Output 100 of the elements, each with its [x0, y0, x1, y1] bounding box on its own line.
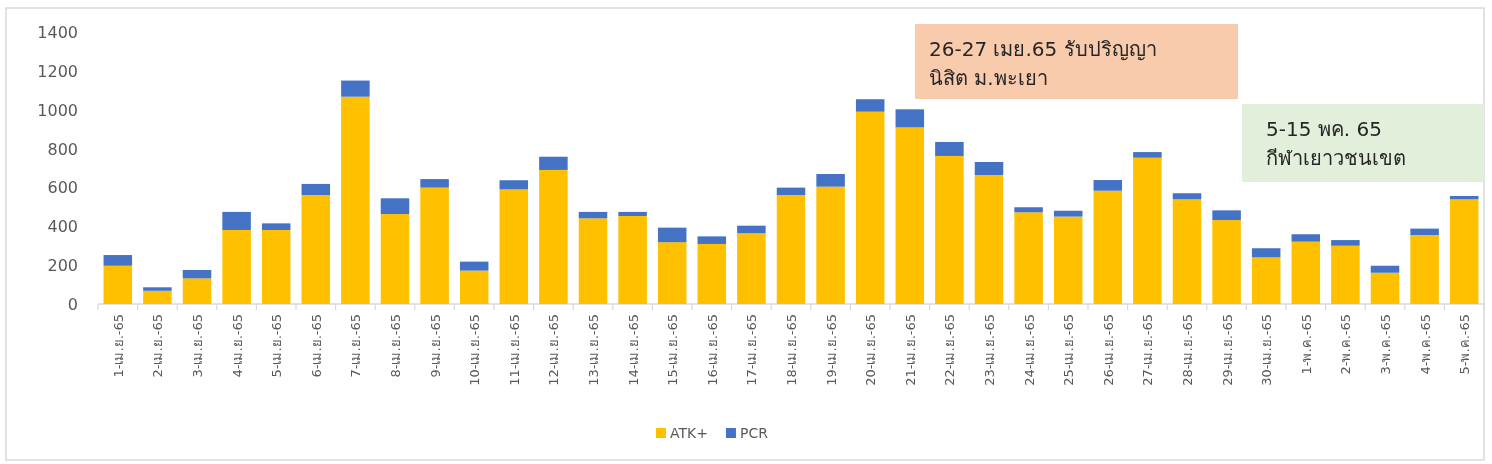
x-tick-label: 12-เม.ย.-65 — [546, 314, 562, 386]
bar — [1053, 216, 1083, 304]
bar — [974, 161, 1004, 175]
bar — [539, 169, 568, 304]
bar — [578, 218, 608, 304]
bar — [816, 174, 845, 187]
x-tick-label: 15-เม.ย.-65 — [665, 314, 681, 386]
bar — [222, 229, 251, 304]
y-tick-label: 1200 — [37, 61, 78, 81]
bar — [1212, 210, 1241, 221]
bar — [222, 211, 251, 230]
x-tick-label: 7-เม.ย.-65 — [348, 314, 364, 378]
bar — [182, 278, 212, 304]
x-tick-label: 1-เม.ย.-65 — [110, 314, 126, 378]
bar — [420, 187, 449, 304]
bar — [1291, 234, 1321, 242]
bar — [1172, 199, 1202, 304]
bar — [935, 141, 964, 156]
annotation: 26-27 เมย.65 รับปริญญา นิสิต ม.พะเยา — [929, 37, 1157, 90]
bar — [1133, 152, 1162, 158]
bar — [618, 215, 647, 304]
x-tick-label: 18-เม.ย.-65 — [784, 314, 799, 386]
x-tick-label: 4-เม.ย.-65 — [229, 314, 245, 378]
bar — [1251, 248, 1281, 258]
bar — [143, 287, 172, 291]
bar — [182, 270, 212, 279]
x-tick-label: 28-เม.ย.-65 — [1180, 314, 1195, 386]
bar — [499, 189, 529, 304]
bar — [1172, 193, 1202, 200]
x-tick-label: 2-เม.ย.-65 — [150, 314, 166, 378]
x-tick-label: 23-เม.ย.-65 — [982, 314, 997, 386]
bar — [103, 255, 133, 266]
bar — [1449, 199, 1479, 304]
bar — [1251, 257, 1281, 304]
bar — [1370, 272, 1400, 304]
bar — [1370, 265, 1400, 273]
bar — [1410, 228, 1439, 236]
bar — [697, 236, 727, 244]
bar — [380, 198, 410, 215]
annotation: 26-27 เมย.65 รับปริญญา นิสิต ม.พะเยา — [915, 24, 1238, 99]
bar — [1053, 210, 1083, 217]
y-tick-label: 1000 — [37, 100, 78, 120]
y-tick-label: 400 — [47, 217, 78, 237]
x-tick-label: 5-พ.ค.-65 — [1457, 314, 1473, 375]
bar — [974, 174, 1004, 304]
bar — [143, 290, 172, 304]
bar — [420, 179, 449, 188]
x-tick-label: 27-เม.ย.-65 — [1140, 314, 1156, 386]
bar — [855, 99, 885, 112]
bar — [895, 127, 925, 304]
y-tick-label: 800 — [47, 139, 78, 159]
bar — [895, 109, 925, 128]
bar — [737, 225, 766, 234]
x-tick-label: 1-พ.ค.-65 — [1298, 314, 1314, 375]
bar — [459, 270, 489, 304]
x-tick-label: 13-เม.ย.-65 — [586, 314, 601, 386]
x-tick-label: 8-เม.ย.-65 — [388, 314, 403, 378]
bar — [855, 111, 885, 304]
bar — [103, 265, 133, 304]
bar — [499, 180, 529, 190]
bar — [301, 195, 331, 304]
x-tick-label: 6-เม.ย.-65 — [308, 314, 324, 378]
bar — [261, 223, 291, 230]
bar — [261, 229, 291, 304]
y-tick-label: 1400 — [37, 23, 78, 42]
x-tick-label: 16-เม.ย.-65 — [704, 314, 720, 386]
annotation: 5-15 พค. 65 กีฬาเยาวชนเขต — [1266, 117, 1406, 170]
bar — [776, 195, 806, 304]
annotation: 5-15 พค. 65 กีฬาเยาวชนเขต — [1242, 104, 1484, 182]
bar — [737, 233, 766, 304]
x-tick-label: 24-เม.ย.-65 — [1021, 314, 1037, 386]
x-tick-label: 30-เม.ย.-65 — [1259, 314, 1275, 386]
x-tick-label: 25-เม.ย.-65 — [1061, 314, 1077, 386]
bar — [578, 211, 608, 219]
bar — [459, 261, 489, 271]
x-tick-label: 9-เม.ย.-65 — [427, 314, 443, 378]
y-tick-label: 600 — [47, 178, 78, 198]
x-tick-label: 21-เม.ย.-65 — [902, 314, 918, 386]
legend-label: ATK+ — [670, 425, 708, 441]
bar — [1410, 235, 1439, 304]
bar — [539, 156, 568, 170]
x-tick-label: 3-พ.ค.-65 — [1378, 314, 1393, 375]
x-tick-label: 3-เม.ย.-65 — [190, 314, 205, 378]
bar — [1212, 220, 1241, 304]
x-tick-label: 5-เม.ย.-65 — [269, 314, 285, 378]
x-tick-label: 14-เม.ย.-65 — [625, 314, 641, 386]
x-tick-label: 17-เม.ย.-65 — [744, 314, 760, 386]
bar — [618, 211, 647, 216]
bar — [657, 227, 687, 243]
x-tick-label: 22-เม.ย.-65 — [942, 314, 958, 386]
bar — [341, 80, 370, 97]
bar — [1291, 241, 1321, 304]
x-tick-label: 11-เม.ย.-65 — [506, 314, 522, 386]
bar — [380, 214, 410, 304]
y-tick-label: 0 — [67, 295, 78, 314]
bar — [935, 155, 964, 304]
x-tick-label: 20-เม.ย.-65 — [863, 314, 879, 386]
bar — [1331, 240, 1360, 246]
bar — [1014, 212, 1043, 304]
x-tick-label: 10-เม.ย.-65 — [467, 314, 483, 386]
